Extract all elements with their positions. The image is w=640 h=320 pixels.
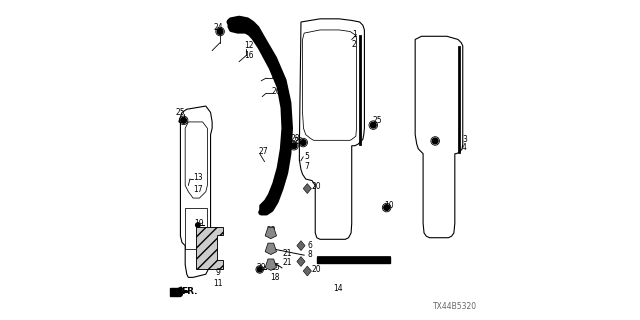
- Polygon shape: [297, 257, 305, 267]
- Polygon shape: [271, 68, 288, 103]
- Text: 26: 26: [272, 87, 282, 96]
- Polygon shape: [246, 24, 257, 34]
- Circle shape: [432, 138, 438, 144]
- Polygon shape: [297, 241, 305, 251]
- Text: 21: 21: [283, 258, 292, 267]
- Polygon shape: [283, 108, 290, 154]
- Text: 23: 23: [272, 71, 282, 80]
- Polygon shape: [196, 227, 223, 269]
- Text: 11: 11: [213, 279, 223, 288]
- Circle shape: [196, 223, 200, 227]
- Text: 4: 4: [462, 143, 467, 152]
- Text: 17: 17: [193, 185, 203, 194]
- Text: 25: 25: [175, 108, 185, 117]
- Circle shape: [291, 143, 297, 148]
- Polygon shape: [266, 195, 271, 212]
- Text: 16: 16: [244, 51, 253, 60]
- Text: 18: 18: [270, 273, 280, 282]
- Text: 6: 6: [308, 241, 313, 250]
- Polygon shape: [317, 257, 390, 263]
- Text: 13: 13: [193, 173, 203, 182]
- Polygon shape: [230, 20, 231, 27]
- Polygon shape: [270, 184, 276, 209]
- Polygon shape: [303, 184, 312, 194]
- Polygon shape: [260, 47, 284, 81]
- Text: 7: 7: [304, 162, 309, 171]
- Circle shape: [371, 122, 376, 128]
- Polygon shape: [231, 19, 247, 32]
- Text: 9: 9: [216, 268, 220, 277]
- Text: 25: 25: [293, 137, 303, 147]
- Text: 1: 1: [352, 30, 356, 39]
- Circle shape: [257, 267, 262, 272]
- Polygon shape: [279, 87, 290, 128]
- Polygon shape: [275, 168, 280, 201]
- Text: 2: 2: [352, 40, 356, 49]
- Text: 24: 24: [214, 23, 223, 32]
- Polygon shape: [170, 288, 180, 296]
- Polygon shape: [261, 201, 266, 212]
- Circle shape: [384, 205, 390, 211]
- Polygon shape: [265, 227, 276, 239]
- Polygon shape: [253, 38, 274, 59]
- Circle shape: [217, 29, 223, 34]
- Text: 28: 28: [291, 134, 300, 143]
- Text: 3: 3: [462, 135, 467, 144]
- Text: 14: 14: [333, 284, 343, 293]
- Text: 5: 5: [304, 152, 309, 161]
- Text: 20: 20: [311, 265, 321, 274]
- Text: TX44B5320: TX44B5320: [433, 302, 477, 311]
- Text: 21: 21: [283, 249, 292, 258]
- Polygon shape: [265, 259, 276, 270]
- Text: 22: 22: [266, 226, 276, 235]
- Text: 20: 20: [311, 181, 321, 190]
- Circle shape: [300, 140, 306, 145]
- Text: 27: 27: [258, 147, 268, 156]
- Text: 10: 10: [385, 202, 394, 211]
- Text: 12: 12: [244, 41, 253, 50]
- Polygon shape: [265, 243, 276, 254]
- Polygon shape: [303, 266, 312, 276]
- Text: 15: 15: [270, 263, 280, 272]
- Text: 29: 29: [257, 263, 266, 272]
- Polygon shape: [250, 28, 263, 39]
- Text: 19: 19: [194, 219, 204, 228]
- Text: 25: 25: [372, 116, 382, 125]
- Polygon shape: [279, 149, 285, 188]
- Text: 8: 8: [308, 250, 313, 259]
- Text: FR.: FR.: [181, 286, 198, 295]
- Circle shape: [180, 117, 186, 123]
- Polygon shape: [282, 128, 288, 173]
- Polygon shape: [230, 19, 239, 30]
- Polygon shape: [237, 20, 252, 32]
